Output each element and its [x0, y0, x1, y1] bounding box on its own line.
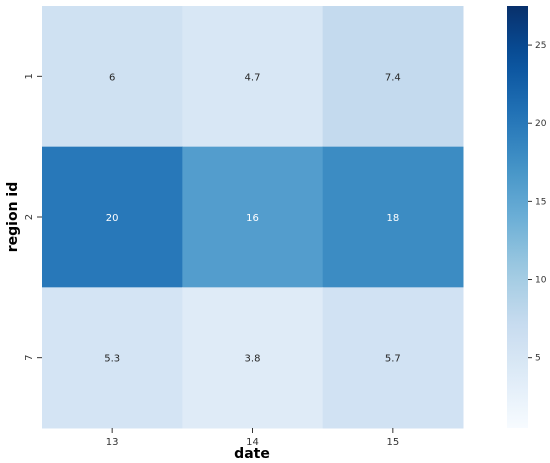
heatmap-cell	[322, 146, 464, 288]
heatmap-cell	[42, 6, 183, 148]
colorbar-tick-label: 25	[535, 41, 546, 51]
colorbar-tick-label: 15	[535, 197, 546, 207]
x-tick-label: 13	[106, 437, 119, 448]
y-axis-label: region id	[5, 182, 21, 253]
heatmap-cell	[182, 146, 324, 288]
cell-value-label: 7.4	[385, 72, 401, 83]
cell-value-label: 18	[386, 213, 399, 224]
x-tick-label: 15	[386, 437, 399, 448]
cell-value-label: 6	[109, 72, 115, 83]
heatmap-cells	[42, 6, 464, 429]
colorbar-tick-label: 20	[535, 119, 547, 129]
colorbar: 5 10 15 20 25	[507, 6, 547, 428]
x-axis-label: date	[234, 446, 270, 462]
heatmap-cell	[182, 6, 324, 148]
colorbar-gradient	[507, 6, 528, 428]
colorbar-tick-label: 10	[535, 276, 547, 286]
cell-value-label: 20	[106, 213, 119, 224]
colorbar-tick-label: 5	[535, 354, 541, 364]
heatmap-cell	[322, 6, 464, 148]
x-tick-label: 14	[246, 437, 259, 448]
cell-value-label: 16	[246, 213, 259, 224]
y-tick-label: 1	[24, 73, 35, 79]
heatmap-cell	[322, 287, 464, 429]
y-tick-label: 2	[24, 214, 35, 220]
heatmap-cell	[42, 287, 183, 429]
y-axis: 1 2 7	[24, 73, 42, 361]
cell-value-label: 4.7	[245, 72, 261, 83]
cell-value-label: 5.7	[385, 354, 401, 365]
heatmap-cell	[182, 287, 324, 429]
x-axis: 13 14 15	[106, 428, 399, 448]
y-tick-label: 7	[24, 354, 35, 360]
heatmap-cell	[42, 146, 183, 288]
cell-value-label: 3.8	[245, 354, 261, 365]
cell-value-label: 5.3	[104, 354, 120, 365]
heatmap-cell-labels: 6 4.7 7.4 20 16 18 5.3 3.8 5.7	[104, 72, 401, 364]
